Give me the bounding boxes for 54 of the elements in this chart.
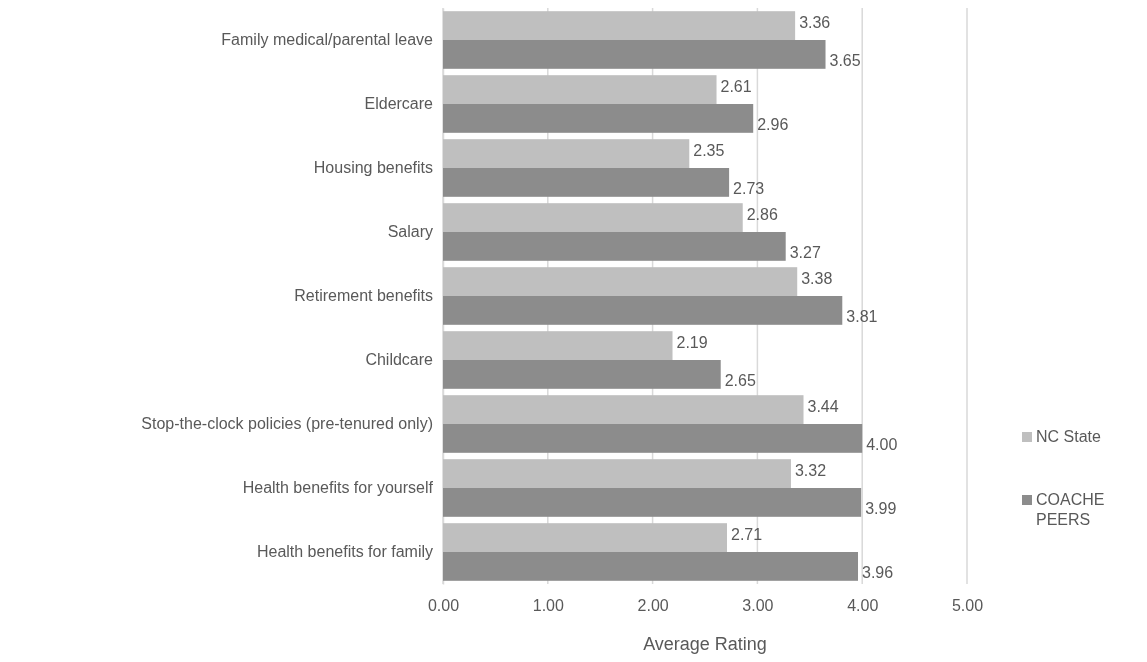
x-axis-title: Average Rating — [643, 634, 767, 654]
data-label: 2.61 — [720, 77, 752, 95]
data-label: 2.19 — [676, 333, 708, 351]
x-tick-label: 5.00 — [951, 597, 984, 615]
bar — [443, 395, 804, 424]
y-tick-label: Stop-the-clock policies (pre-tenured only) — [141, 415, 433, 433]
data-label: 3.27 — [789, 244, 821, 262]
data-label: 3.36 — [799, 13, 831, 31]
x-tick-label: 3.00 — [742, 597, 774, 615]
data-label: 2.86 — [746, 205, 778, 223]
y-tick-label: Housing benefits — [313, 159, 433, 177]
x-tick-label: 2.00 — [637, 597, 669, 615]
bar — [443, 296, 843, 325]
bar — [443, 488, 862, 517]
legend-label: COACHE PEERS — [1036, 491, 1105, 528]
y-tick-label: Health benefits for yourself — [242, 479, 434, 497]
data-label: 3.38 — [801, 269, 833, 287]
x-tick-label: 4.00 — [847, 597, 879, 615]
y-tick-label: Eldercare — [364, 95, 434, 113]
bar — [443, 360, 721, 389]
bar — [443, 203, 743, 232]
data-label: 3.44 — [807, 397, 839, 415]
x-tick-label: 0.00 — [427, 597, 460, 615]
bar — [443, 232, 786, 261]
y-tick-label: Health benefits for family — [256, 543, 433, 561]
bar — [443, 331, 673, 360]
bar — [443, 40, 826, 69]
bar — [443, 75, 717, 104]
bar — [443, 11, 796, 40]
bar — [443, 459, 791, 488]
data-label: 4.00 — [866, 436, 898, 454]
bar — [443, 104, 754, 133]
data-label: 3.96 — [862, 564, 894, 582]
y-tick-label: Salary — [387, 223, 433, 241]
legend-label: NC State — [1036, 428, 1102, 445]
bar — [443, 267, 798, 296]
data-label: 2.73 — [733, 180, 765, 198]
data-label: 2.35 — [693, 141, 725, 159]
bar — [443, 424, 863, 453]
y-tick-label: Family medical/parental leave — [221, 31, 434, 49]
bar — [443, 552, 859, 581]
data-label: 3.65 — [829, 52, 861, 70]
data-label: 2.96 — [757, 116, 789, 134]
data-label: 3.81 — [846, 308, 878, 326]
bar — [443, 523, 728, 552]
x-tick-label: 1.00 — [532, 597, 564, 615]
data-label: 2.71 — [731, 525, 763, 543]
data-label: 3.32 — [794, 461, 827, 479]
data-label: 2.65 — [724, 372, 756, 390]
bar — [443, 168, 730, 197]
bar — [443, 139, 690, 168]
y-tick-label: Childcare — [365, 351, 434, 369]
data-label: 3.99 — [865, 500, 897, 518]
y-tick-label: Retirement benefits — [294, 287, 433, 305]
